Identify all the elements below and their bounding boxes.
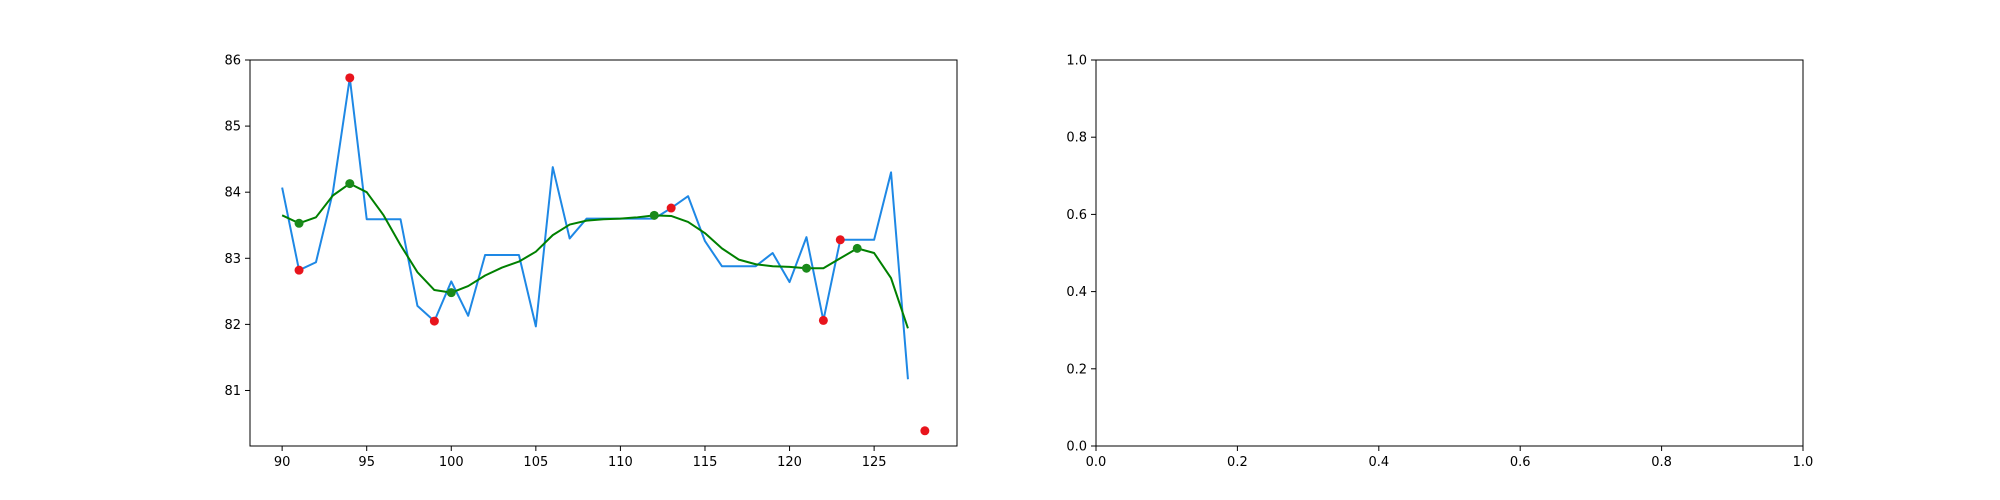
x-tick-label: 0.0 (1086, 455, 1107, 470)
scatter-point-2-0 (294, 265, 304, 275)
y-tick-label: 0.8 (1066, 131, 1087, 146)
x-tick-label: 105 (523, 455, 548, 470)
y-tick-label: 82 (224, 318, 241, 333)
x-tick-label: 0.4 (1368, 455, 1389, 470)
x-tick-label: 1.0 (1793, 455, 1814, 470)
scatter-point-2-6 (920, 426, 930, 436)
left-plot: 90 95 100 105 110 115 120 125 81 82 83 84 85 86 (224, 54, 958, 470)
y-tick-label: 84 (224, 186, 241, 201)
y-tick-label: 0.4 (1066, 285, 1087, 300)
scatter-point-2-5 (835, 235, 845, 245)
y-tick-label: 86 (224, 54, 241, 69)
x-tick-label: 0.2 (1227, 455, 1248, 470)
scatter-point-3-2 (446, 288, 456, 298)
x-tick-label: 0.6 (1510, 455, 1531, 470)
scatter-point-2-4 (818, 315, 828, 325)
y-tick-label: 83 (224, 252, 241, 267)
right-plot: 0.0 0.2 0.4 0.6 0.8 1.0 0.0 0.2 0.4 0.6 0.8 1.0 (1066, 54, 1813, 471)
scatter-point-2-1 (345, 73, 355, 83)
scatter-point-3-3 (649, 210, 659, 220)
axes-frame (1095, 59, 1804, 447)
x-tick-label: 0.8 (1651, 455, 1672, 470)
y-tick-label: 85 (224, 120, 241, 135)
y-tick-label: 1.0 (1066, 54, 1087, 69)
y-tick-label: 81 (224, 384, 241, 399)
x-tick-label: 100 (439, 455, 464, 470)
scatter-point-3-1 (345, 179, 355, 189)
x-tick-label: 95 (358, 455, 375, 470)
y-tick-label: 0.2 (1066, 362, 1087, 377)
y-tick-label: 0.0 (1066, 440, 1087, 455)
x-tick-label: 120 (777, 455, 802, 470)
scatter-point-3-5 (852, 243, 862, 253)
scatter-point-3-4 (801, 263, 811, 273)
scatter-point-2-3 (666, 203, 676, 213)
y-tick-label: 0.6 (1066, 208, 1087, 223)
scatter-point-3-0 (294, 218, 304, 228)
x-tick-label: 90 (274, 455, 291, 470)
x-tick-label: 115 (693, 455, 718, 470)
x-tick-label: 125 (862, 455, 887, 470)
scatter-point-2-2 (429, 316, 439, 326)
x-tick-label: 110 (608, 455, 633, 470)
axes-frame (249, 59, 958, 447)
